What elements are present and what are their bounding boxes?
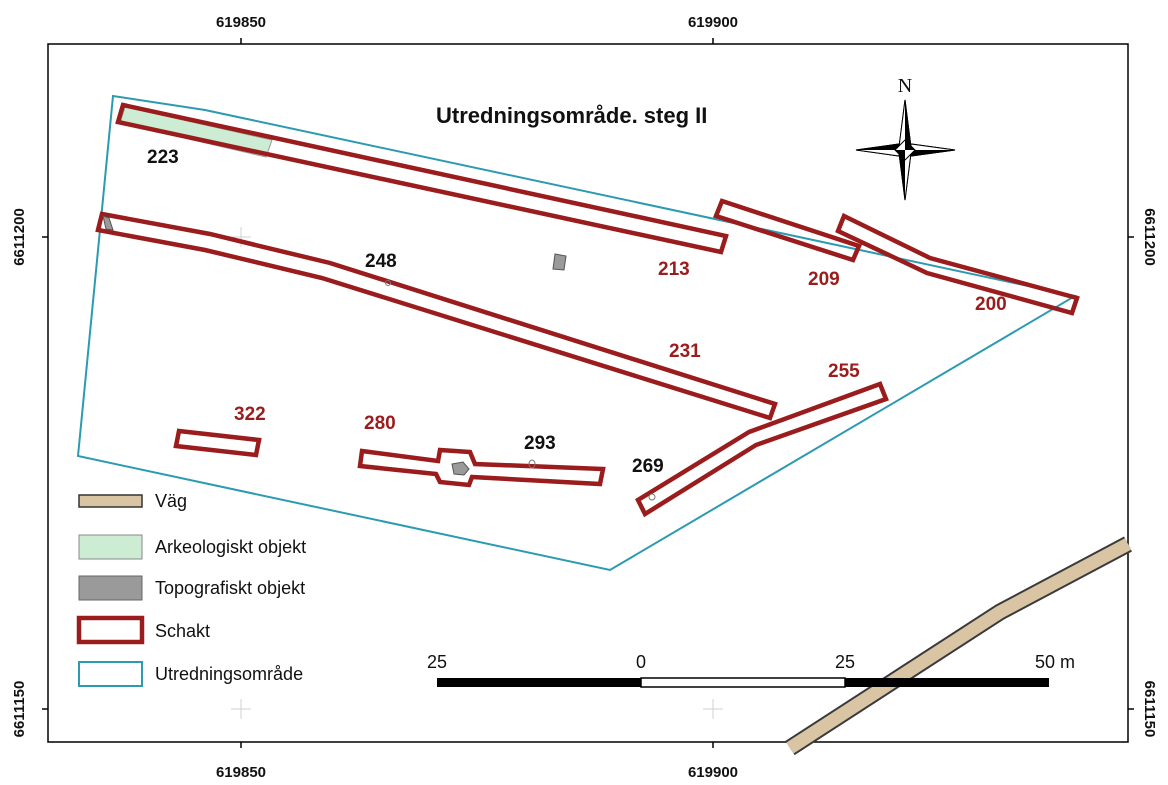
trenches bbox=[95, 102, 1080, 518]
trench-label-248: 248 bbox=[365, 251, 397, 272]
trench-209 bbox=[713, 198, 863, 263]
legend-label-trench: Schakt bbox=[155, 621, 210, 641]
coord-x-bottom-left: 619850 bbox=[216, 764, 266, 781]
trench-255-269 bbox=[635, 381, 889, 518]
coord-x-top-left: 619850 bbox=[216, 14, 266, 31]
trench-label-223: 223 bbox=[147, 147, 179, 168]
trench-label-200: 200 bbox=[975, 294, 1007, 315]
trench-label-269: 269 bbox=[632, 456, 664, 477]
map-frame bbox=[47, 43, 1129, 743]
legend-label-road: Väg bbox=[155, 491, 187, 511]
map-title: Utredningsområde. steg II bbox=[436, 103, 707, 128]
scale-bar: 25 0 25 50 m bbox=[427, 652, 1075, 688]
trench-label-280: 280 bbox=[364, 413, 396, 434]
scale-segment-1 bbox=[437, 678, 641, 687]
trench-231 bbox=[95, 211, 778, 421]
legend-item-archaeological: Arkeologiskt objekt bbox=[78, 534, 306, 560]
trench-label-293: 293 bbox=[524, 433, 556, 454]
legend-item-road: Väg bbox=[78, 491, 187, 511]
legend-item-trench: Schakt bbox=[76, 615, 210, 645]
coord-x-top-right: 619900 bbox=[688, 14, 738, 31]
survey-area bbox=[76, 94, 1078, 572]
legend-item-topographic: Topografiskt objekt bbox=[78, 575, 305, 601]
coord-y-right-bottom: 6611150 bbox=[1141, 681, 1158, 738]
trench-label-231: 231 bbox=[669, 341, 701, 362]
trench-200 bbox=[835, 212, 1080, 316]
scale-label-25-right: 25 bbox=[835, 652, 855, 672]
trench-280-293 bbox=[357, 447, 606, 488]
trench-223-213 bbox=[115, 102, 729, 255]
north-label: N bbox=[898, 75, 912, 97]
scale-label-50m: 50 m bbox=[1035, 652, 1075, 672]
topographic-objects bbox=[102, 215, 567, 476]
road bbox=[785, 536, 1132, 756]
trench-label-255: 255 bbox=[828, 361, 860, 382]
small-features bbox=[385, 280, 656, 501]
coord-x-bottom-right: 619900 bbox=[688, 764, 738, 781]
legend-item-survey-area: Utredningsområde bbox=[78, 661, 303, 687]
scale-segment-3 bbox=[845, 678, 1049, 687]
scale-segment-2 bbox=[640, 677, 846, 688]
trench-label-213: 213 bbox=[658, 259, 690, 280]
trench-label-209: 209 bbox=[808, 269, 840, 290]
scale-label-25-left: 25 bbox=[427, 652, 447, 672]
coord-y-right-top: 6611200 bbox=[1141, 208, 1158, 266]
legend: Väg Arkeologiskt objekt Topografiskt obj… bbox=[76, 491, 306, 687]
legend-label-archaeological: Arkeologiskt objekt bbox=[155, 537, 306, 557]
grid-crosses bbox=[231, 227, 723, 719]
north-arrow-icon: N bbox=[855, 75, 956, 201]
legend-label-topographic: Topografiskt objekt bbox=[155, 578, 305, 598]
trench-322 bbox=[173, 428, 262, 458]
trench-label-322: 322 bbox=[234, 404, 266, 425]
coord-y-left-bottom: 6611150 bbox=[11, 681, 28, 738]
legend-label-survey-area: Utredningsområde bbox=[155, 664, 303, 684]
scale-label-0: 0 bbox=[636, 652, 646, 672]
frame-ticks bbox=[42, 38, 1134, 748]
coord-y-left-top: 6611200 bbox=[11, 208, 28, 266]
